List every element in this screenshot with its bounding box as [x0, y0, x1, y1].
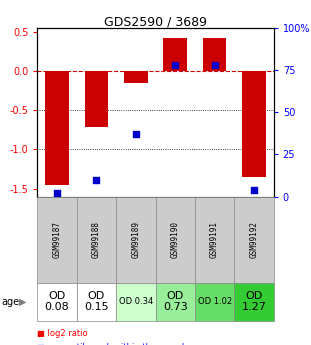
- Bar: [163, 38, 187, 71]
- Point: [212, 62, 217, 68]
- Text: OD 1.02: OD 1.02: [197, 297, 232, 306]
- Text: GSM99188: GSM99188: [92, 221, 101, 258]
- Point: [133, 131, 138, 137]
- Text: age: age: [2, 297, 20, 307]
- Text: GDS2590 / 3689: GDS2590 / 3689: [104, 16, 207, 29]
- Point: [94, 177, 99, 183]
- Bar: [85, 71, 108, 127]
- Text: GSM99192: GSM99192: [249, 221, 258, 258]
- Text: OD
1.27: OD 1.27: [242, 292, 267, 312]
- Point: [173, 62, 178, 68]
- Text: OD 0.34: OD 0.34: [119, 297, 153, 306]
- Text: OD
0.15: OD 0.15: [84, 292, 109, 312]
- Text: ■ percentile rank within the sample: ■ percentile rank within the sample: [37, 343, 190, 345]
- Text: OD
0.08: OD 0.08: [45, 292, 69, 312]
- Bar: [203, 38, 226, 71]
- Text: GSM99191: GSM99191: [210, 221, 219, 258]
- Text: ■ log2 ratio: ■ log2 ratio: [37, 329, 88, 338]
- Point: [54, 190, 59, 196]
- Bar: [124, 71, 148, 83]
- Bar: [45, 71, 69, 185]
- Text: GSM99190: GSM99190: [171, 221, 180, 258]
- Bar: [242, 71, 266, 177]
- Text: GSM99189: GSM99189: [131, 221, 140, 258]
- Text: GSM99187: GSM99187: [53, 221, 62, 258]
- Text: ▶: ▶: [19, 297, 26, 307]
- Point: [252, 187, 257, 193]
- Text: OD
0.73: OD 0.73: [163, 292, 188, 312]
